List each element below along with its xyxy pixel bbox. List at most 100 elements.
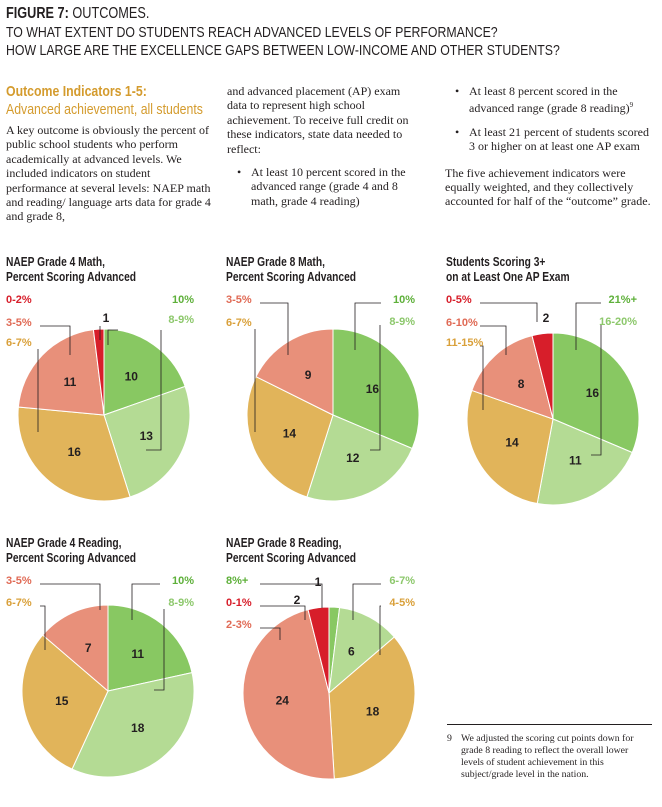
leader-line-4-band5	[131, 583, 170, 620]
pie-slice-1-band3	[17, 406, 131, 502]
legend-label-1-band3: 6-7%	[6, 337, 32, 349]
body-column-1: A key outcome is obviously the percent o…	[6, 123, 211, 224]
leader-line-1-band4	[146, 330, 162, 451]
legend-label-5-band4: 6-7%	[389, 575, 415, 587]
legend-label-1-band1: 0-2%	[6, 294, 32, 306]
legend-label-4-band3: 6-7%	[6, 597, 32, 609]
pie-slice-1-band2	[17, 329, 105, 416]
footnote: 9 We adjusted the scoring cut points dow…	[447, 733, 634, 780]
legend-bg-4-band2	[6, 573, 40, 587]
legend-label-1-band4: 8-9%	[168, 314, 194, 326]
leader-line-2-band5	[354, 302, 390, 350]
legend-label-4-band2: 3-5%	[6, 575, 32, 587]
legend-label-2-band4: 8-9%	[389, 316, 415, 328]
legend-bg-3-band3	[446, 335, 480, 349]
pie-slice-3-band5	[552, 332, 640, 454]
pie-value-2-band5: 16	[366, 382, 380, 396]
pie-value-3-band1: 2	[543, 311, 550, 325]
pie-value-1-band5: 10	[125, 369, 139, 383]
legend-label-3-band2: 6-10%	[446, 317, 478, 329]
legend-label-3-band3: 11-15%	[446, 337, 484, 349]
pie-value-2-band4: 12	[346, 451, 360, 465]
section-subtitle: Advanced achievement, all students	[6, 101, 203, 118]
pie-value-5-band2: 24	[276, 693, 290, 707]
pie-value-2-band3: 14	[283, 426, 297, 440]
legend-bg-1-band2	[6, 315, 40, 329]
legend-bg-4-band5	[160, 573, 194, 587]
chart-title-4: NAEP Grade 4 Reading, Percent Scoring Adv…	[6, 536, 137, 565]
pie-value-4-band2: 7	[85, 641, 92, 655]
legend-bg-2-band5	[381, 292, 415, 306]
pie-slice-4-band2	[41, 604, 109, 693]
legend-label-5-band2: 2-3%	[226, 619, 252, 631]
pie-value-4-band4: 18	[131, 721, 145, 735]
figure-question-1: TO WHAT EXTENT DO STUDENTS REACH ADVANCE…	[6, 24, 498, 41]
figure-question-2: HOW LARGE ARE THE EXCELLENCE GAPS BETWEE…	[6, 42, 560, 59]
legend-bg-4-band3	[6, 595, 40, 609]
legend-label-1-band5: 10%	[172, 294, 194, 306]
legend-bg-3-band1	[446, 292, 480, 306]
intro-paragraph: and advanced placement (AP) exam data to…	[227, 84, 409, 156]
pie-slice-2-band5	[332, 328, 420, 450]
chart-title-1: NAEP Grade 4 Math, Percent Scoring Advanc…	[6, 255, 137, 284]
legend-label-3-band5: 21%+	[609, 294, 637, 306]
legend-bg-2-band3	[226, 315, 260, 329]
legend-bg-5-band4	[381, 573, 415, 587]
legend-label-2-band2: 3-5%	[226, 294, 252, 306]
pie-value-1-band3: 16	[68, 445, 82, 459]
pie-slice-1-band1	[92, 328, 105, 416]
footnote-rule	[447, 724, 652, 725]
legend-bg-5-band1	[226, 595, 260, 609]
pie-value-5-band3: 18	[366, 704, 380, 718]
legend-bg-3-band4	[603, 314, 637, 328]
leader-line-4-band4	[154, 606, 165, 691]
body-column-2: and advanced placement (AP) exam data to…	[227, 84, 423, 208]
leader-line-5-band1	[256, 605, 306, 620]
legend-label-3-band4: 16-20%	[599, 316, 637, 328]
pie-slice-4-band4	[71, 672, 195, 778]
pie-value-3-band3: 14	[505, 436, 519, 450]
chart-title-2: NAEP Grade 8 Math, Percent Scoring Advanc…	[226, 255, 357, 284]
pie-value-4-band5: 11	[131, 647, 144, 661]
pie-slice-5-band4	[328, 607, 396, 695]
pie-slice-2-band4	[306, 414, 413, 502]
legend-bg-1-band4	[160, 312, 194, 326]
leader-line-1-band5	[107, 329, 118, 345]
bullet-item: • At least 21 percent of students scored …	[455, 124, 649, 154]
pie-value-5-band1: 2	[294, 593, 301, 607]
pie-value-3-band4: 11	[569, 454, 582, 468]
pie-slice-1-band4	[103, 385, 191, 498]
pie-slice-3-band3	[466, 389, 554, 505]
legend-label-5-band1: 0-1%	[226, 597, 252, 609]
legend-bg-2-band2	[226, 292, 260, 306]
pie-value-1-band4: 13	[140, 429, 154, 443]
pie-value-5-band4: 6	[348, 644, 355, 658]
pie-slice-4-band5	[107, 604, 193, 692]
bullet-item: • At least 8 percent scored in the advanc…	[455, 84, 634, 116]
legend-bg-3-band5	[603, 292, 637, 306]
legend-label-5-band3: 4-5%	[389, 597, 415, 609]
legend-bg-1-band3	[6, 335, 40, 349]
legend-label-5-band5: 8%+	[226, 575, 248, 587]
pie-value-2-band2: 9	[305, 368, 312, 382]
body-column-3: • At least 8 percent scored in the advanc…	[445, 84, 655, 209]
pie-slice-5-band2	[242, 608, 335, 780]
legend-bg-5-band2	[226, 617, 260, 631]
pie-slice-2-band3	[246, 375, 334, 498]
pie-slice-3-band2	[471, 334, 554, 420]
pie-slice-3-band1	[531, 332, 554, 420]
chart-title-5: NAEP Grade 8 Reading, Percent Scoring Adv…	[226, 536, 357, 565]
leader-line-3-band5	[575, 302, 601, 350]
pie-value-5-band5: 1	[315, 575, 322, 589]
pie-value-3-band5: 16	[586, 386, 600, 400]
pie-value-1-band1: 1	[103, 311, 110, 325]
leader-line-2-band4	[370, 325, 381, 451]
legend-label-1-band2: 3-5%	[6, 317, 32, 329]
leader-line-5-band5	[256, 583, 323, 608]
legend-label-2-band3: 6-7%	[226, 317, 252, 329]
legend-label-3-band1: 0-5%	[446, 294, 472, 306]
pie-slice-4-band3	[21, 634, 109, 770]
legend-bg-4-band4	[160, 595, 194, 609]
legend-label-4-band4: 8-9%	[168, 597, 194, 609]
leader-line-3-band4	[591, 325, 602, 456]
